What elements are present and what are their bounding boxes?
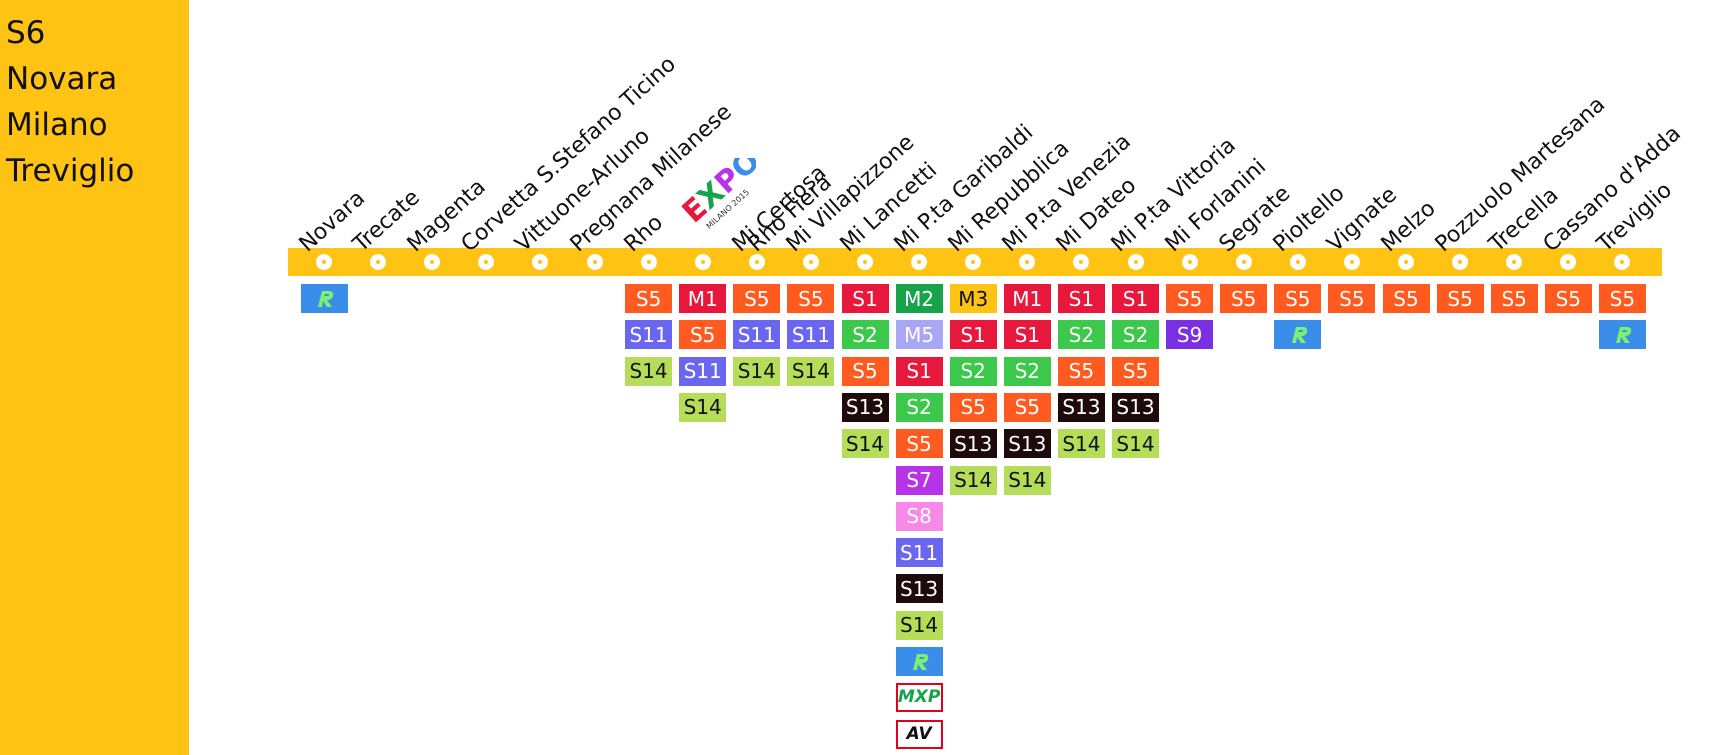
connection-badge-s13: S13 <box>949 429 997 459</box>
connection-badge-mxp: MXP <box>895 683 943 713</box>
connection-badge-m3: M3 <box>949 284 997 313</box>
connection-badge-s1: S1 <box>1112 284 1159 313</box>
station-dot-mi-repubblica <box>965 254 982 270</box>
connection-badge-s13: S13 <box>841 392 889 422</box>
connection-badge-s11: S11 <box>787 320 835 350</box>
station-dot-segrate <box>1235 254 1252 270</box>
regional-train-icon <box>1274 320 1322 350</box>
connection-badge-s5: S5 <box>949 392 997 422</box>
station-dot-trecate <box>370 254 387 270</box>
station-dot-rho <box>640 254 657 270</box>
connection-badge-s13: S13 <box>895 574 943 604</box>
connection-badge-s5: S5 <box>1598 284 1646 313</box>
connection-badge-s8: S8 <box>895 501 943 531</box>
station-dot-mi-forlanini <box>1181 254 1198 270</box>
connection-badge-s13: S13 <box>1112 392 1159 422</box>
route-via: Milano <box>6 107 108 143</box>
connection-badge-s5: S5 <box>787 284 835 313</box>
connection-badge-s5: S5 <box>1112 356 1159 386</box>
connection-badge-s14: S14 <box>733 356 781 386</box>
station-dot-vittuone-arluno <box>532 254 549 270</box>
connection-badge-s11: S11 <box>679 356 727 386</box>
connection-badge-s11: S11 <box>733 320 781 350</box>
connection-badge-s5: S5 <box>1220 284 1268 313</box>
connection-badge-s2: S2 <box>841 320 889 350</box>
connection-badge-s14: S14 <box>787 356 835 386</box>
station-dot-mi-p-ta-vittoria <box>1127 254 1144 270</box>
connection-badge-s1: S1 <box>895 356 943 386</box>
regional-train-icon <box>895 647 943 676</box>
connection-badge-s2: S2 <box>1003 356 1051 386</box>
regional-train-icon <box>300 284 348 313</box>
station-dot-magenta <box>424 254 441 270</box>
station-dot-cassano-d-adda <box>1560 254 1577 270</box>
station-dot-pregnana-milanese <box>586 254 603 270</box>
station-dot-mi-p-ta-garibaldi <box>911 254 928 270</box>
station-dot-trecella <box>1506 254 1523 270</box>
station-dot-treviglio <box>1614 254 1631 270</box>
connection-badge-s13: S13 <box>1057 392 1105 422</box>
connection-badge-m2: M2 <box>895 284 943 313</box>
connection-badge-s9: S9 <box>1166 320 1214 350</box>
connection-badge-s5: S5 <box>1382 284 1430 313</box>
station-dot-mi-p-ta-venezia <box>1019 254 1036 270</box>
expo-logo-text: EXPO <box>676 158 756 230</box>
connection-badge-s1: S1 <box>1003 320 1051 350</box>
connection-badge-s5: S5 <box>895 429 943 459</box>
connection-badge-s2: S2 <box>1112 320 1159 350</box>
station-dot-mi-lancetti <box>857 254 873 270</box>
connection-badge-s14: S14 <box>841 429 889 459</box>
connection-badge-av: AV <box>895 719 943 749</box>
station-dot-pozzuolo-martesana <box>1452 254 1469 270</box>
station-dot-pioltello <box>1289 254 1306 270</box>
expo-logo: EXPO MILANO 2015 <box>676 158 756 231</box>
connection-badge-s5: S5 <box>1274 284 1322 313</box>
connection-badge-s1: S1 <box>1057 284 1105 313</box>
station-dot-corvetta-s-stefano-ticino <box>478 254 495 270</box>
connection-badge-s5: S5 <box>1490 284 1538 313</box>
connection-badge-s5: S5 <box>733 284 781 313</box>
station-dot-melzo <box>1398 254 1414 270</box>
connection-badge-s14: S14 <box>895 610 943 640</box>
connection-badge-s1: S1 <box>841 284 889 313</box>
route-start: Novara <box>6 61 118 97</box>
connection-badge-s5: S5 <box>1328 284 1376 313</box>
station-dot-mi-villapizzone <box>802 254 819 270</box>
connection-badge-s5: S5 <box>1166 284 1214 313</box>
station-dot-novara <box>316 254 332 270</box>
connection-badge-m1: M1 <box>1003 284 1051 313</box>
station-dot-mi-certosa <box>748 254 765 270</box>
connection-badge-s11: S11 <box>625 320 673 350</box>
connection-badge-s2: S2 <box>895 392 943 422</box>
connection-badge-m1: M1 <box>679 284 727 313</box>
connection-badge-s14: S14 <box>1003 465 1051 495</box>
line-sidebar: S6 Novara Milano Treviglio <box>0 0 189 755</box>
station-dot-mi-dateo <box>1073 254 1090 270</box>
connection-badge-s14: S14 <box>1057 429 1105 459</box>
regional-train-icon <box>1598 320 1646 350</box>
connection-badge-s5: S5 <box>1544 284 1592 313</box>
connection-badge-s2: S2 <box>949 356 997 386</box>
connection-badge-s2: S2 <box>1057 320 1105 350</box>
station-dot-rho-fiera <box>694 254 711 270</box>
line-code: S6 <box>6 15 46 51</box>
connection-badge-s5: S5 <box>679 320 727 350</box>
connection-badge-s5: S5 <box>841 356 889 386</box>
connection-badge-s5: S5 <box>625 284 673 313</box>
connection-badge-s1: S1 <box>949 320 997 350</box>
connection-badge-s5: S5 <box>1003 392 1051 422</box>
connection-badge-s7: S7 <box>895 465 943 495</box>
connection-badge-m5: M5 <box>895 320 943 350</box>
station-dot-vignate <box>1343 254 1360 270</box>
connection-badge-s5: S5 <box>1057 356 1105 386</box>
connection-badge-s14: S14 <box>625 356 673 386</box>
connection-badge-s5: S5 <box>1436 284 1484 313</box>
connection-badge-s11: S11 <box>895 538 943 568</box>
connection-badge-s14: S14 <box>1112 429 1159 459</box>
connection-badge-s13: S13 <box>1003 429 1051 459</box>
connection-badge-s14: S14 <box>679 392 727 422</box>
connection-badge-s14: S14 <box>949 465 997 495</box>
route-end: Treviglio <box>6 153 135 189</box>
